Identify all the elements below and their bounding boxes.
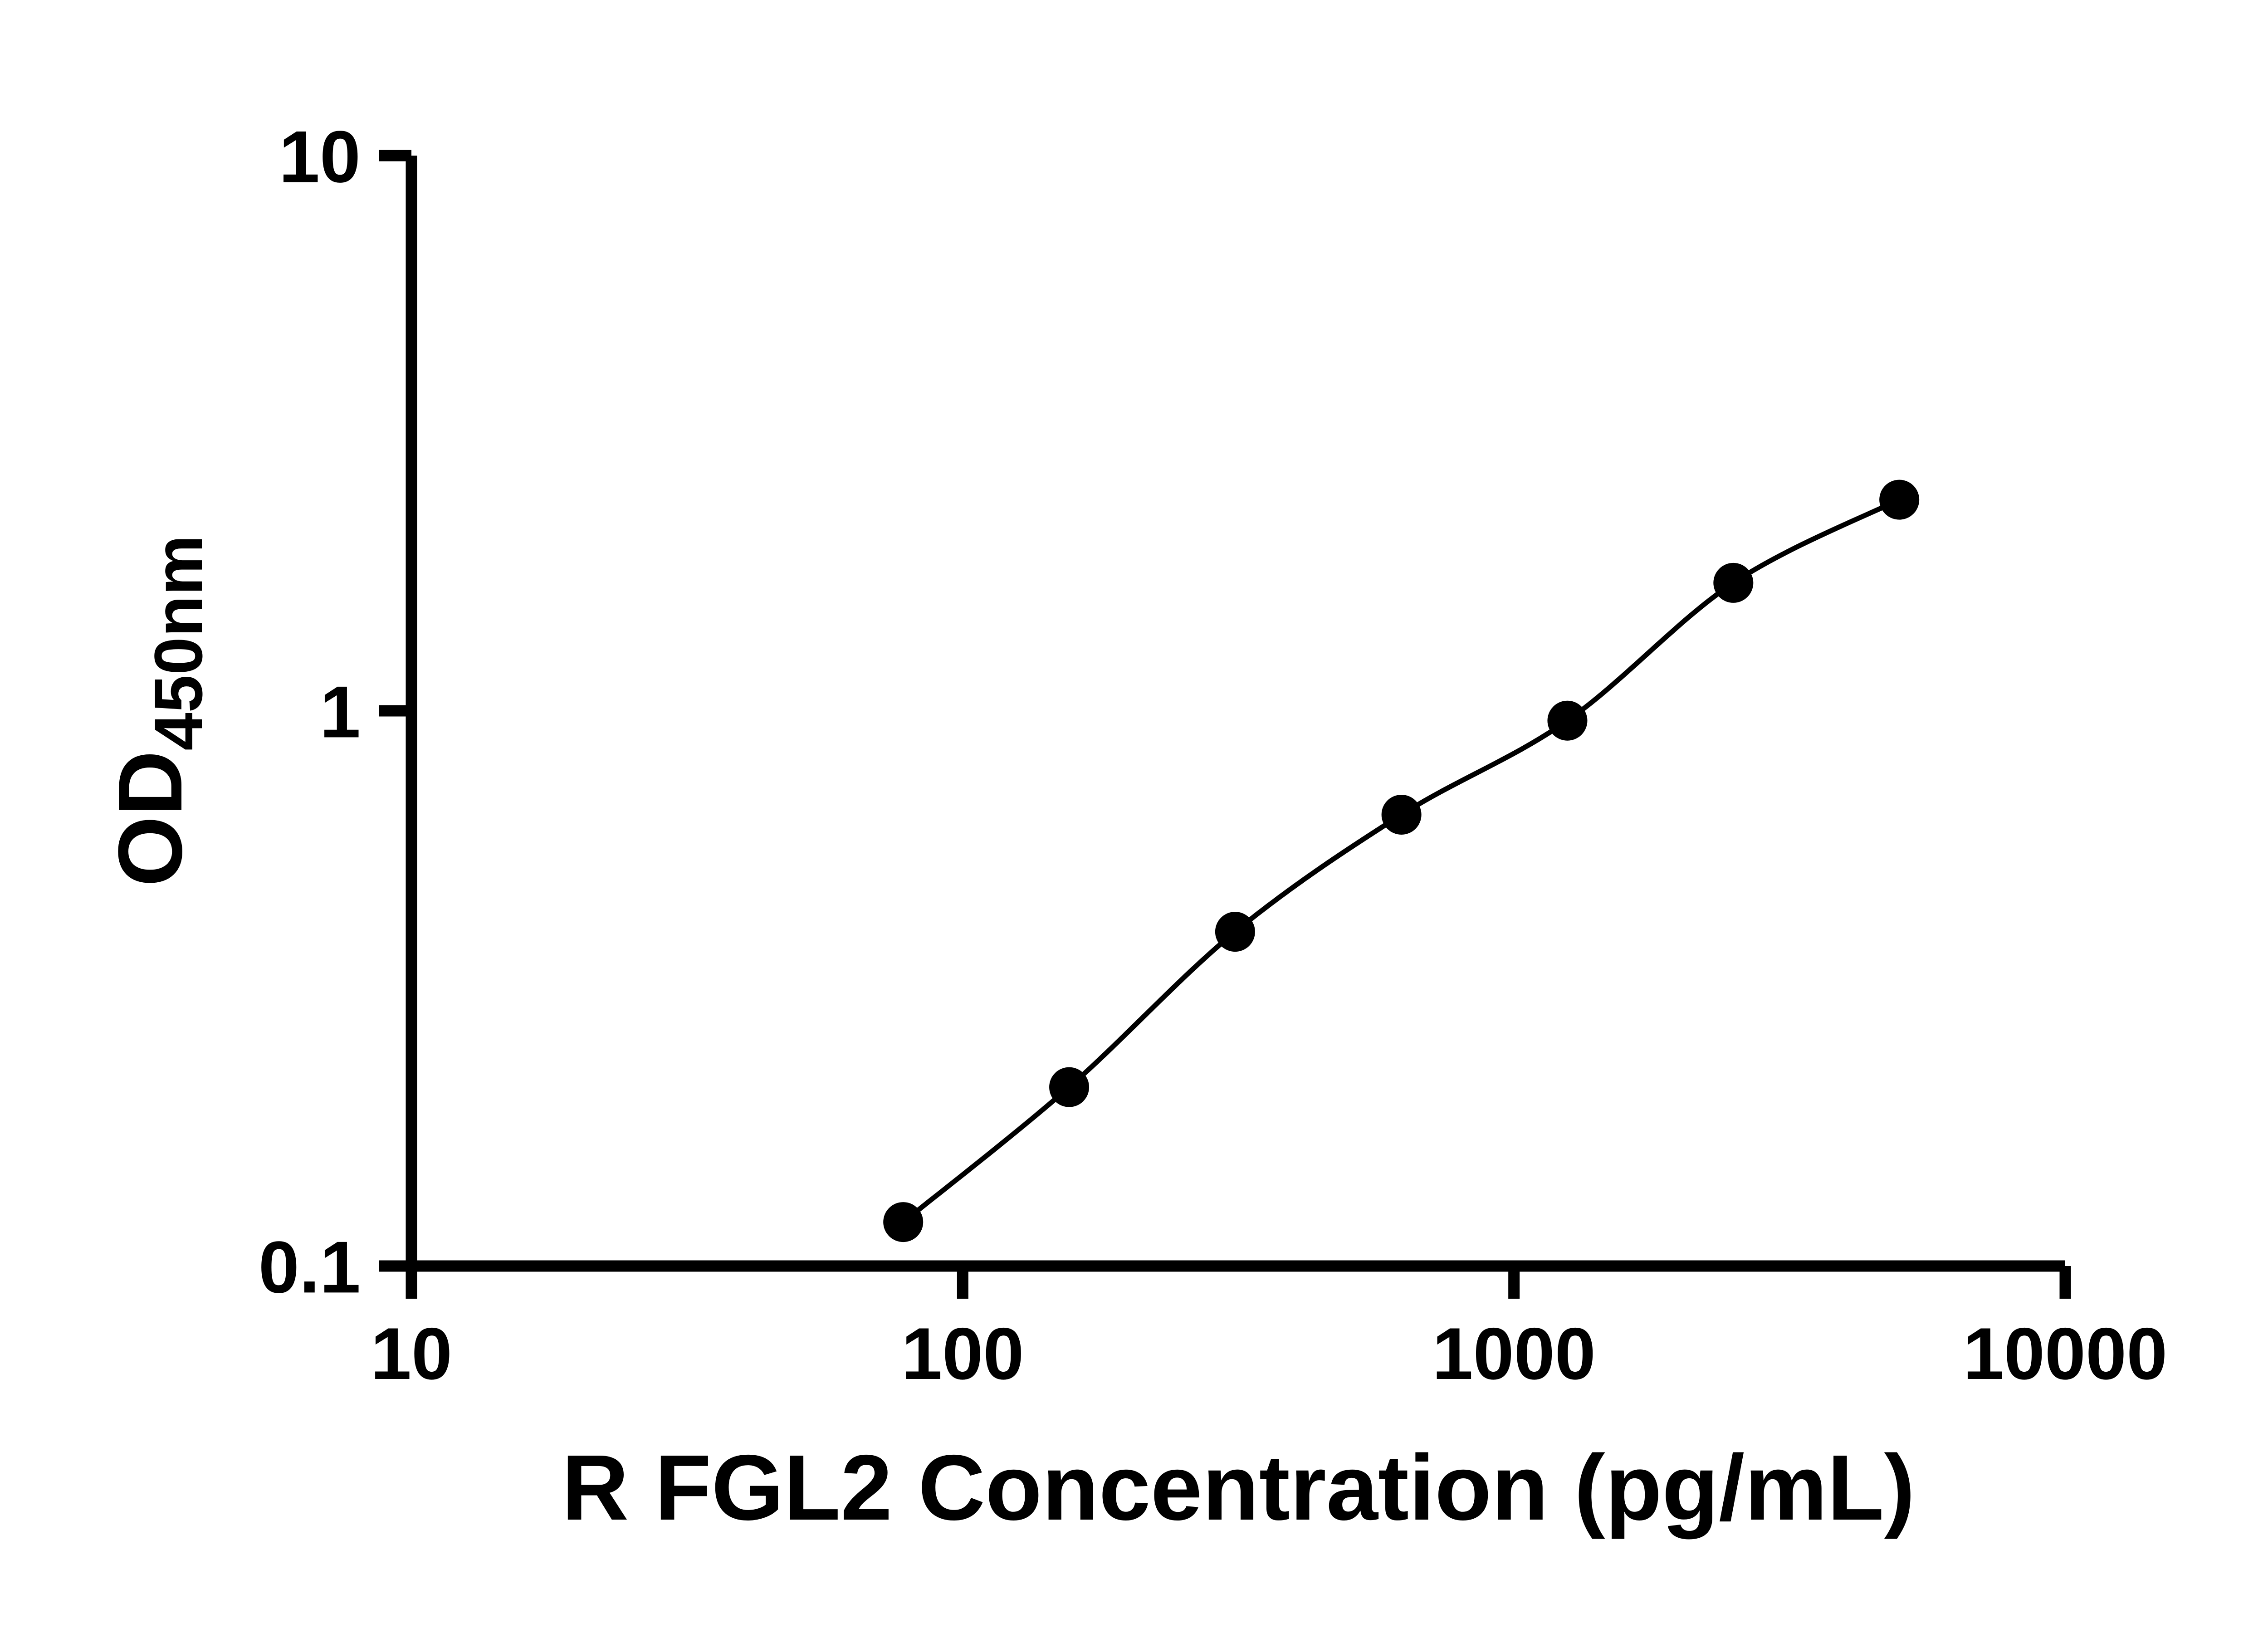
- y-axis-title-main: OD: [100, 751, 201, 887]
- data-point: [883, 1202, 924, 1242]
- data-point: [1879, 479, 1920, 520]
- axes-layer: [406, 156, 2065, 1272]
- data-point: [1547, 700, 1588, 741]
- x-axis-title: R FGL2 Concentration (pg/mL): [562, 1436, 1915, 1540]
- x-tick-label: 100: [901, 1313, 1024, 1395]
- data-point: [1215, 912, 1255, 952]
- ticks-layer: [379, 150, 2071, 1299]
- y-tick-label: 1: [320, 671, 361, 753]
- series-layer: [883, 479, 1920, 1242]
- data-point: [1049, 1067, 1090, 1107]
- x-tick-label: 10: [371, 1313, 452, 1395]
- y-axis-title: OD450nm: [100, 535, 216, 886]
- y-axis-title-subscript: 450nm: [140, 535, 216, 750]
- tick-labels-layer: 10 100 1000 10000 0.1 1 10: [259, 116, 2167, 1395]
- x-tick-label: 10000: [1963, 1313, 2167, 1395]
- standard-curve-line: [901, 497, 1901, 1224]
- data-point: [1381, 794, 1422, 835]
- data-point: [1713, 562, 1754, 603]
- y-tick-label: 0.1: [259, 1226, 361, 1308]
- y-tick-label: 10: [279, 116, 361, 198]
- x-tick-label: 1000: [1432, 1313, 1595, 1395]
